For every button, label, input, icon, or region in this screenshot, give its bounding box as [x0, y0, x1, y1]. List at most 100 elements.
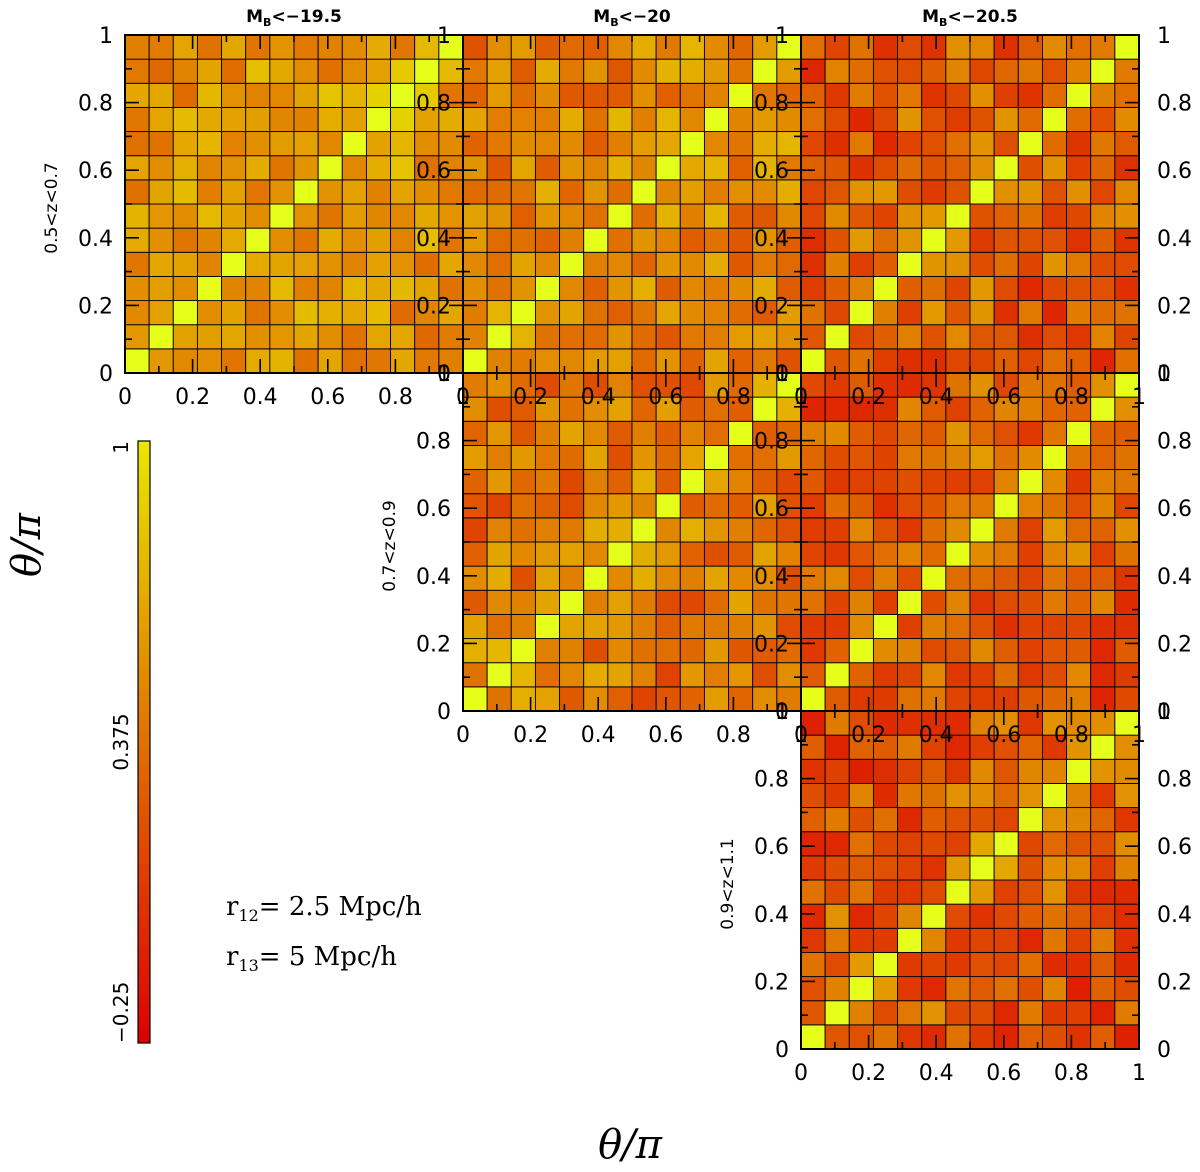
heatmap-cell: [824, 855, 850, 881]
heatmap-cell: [148, 275, 174, 302]
heatmap-cell: [1090, 638, 1116, 664]
heatmap-cell: [462, 82, 488, 108]
heatmap-cell: [631, 541, 657, 567]
heatmap-cell: [897, 638, 923, 664]
heatmap-cell: [196, 131, 223, 157]
heatmap-cell: [1090, 831, 1116, 857]
heatmap-cell: [365, 58, 392, 84]
heatmap-cell: [800, 203, 826, 229]
heatmap-cell: [221, 227, 247, 253]
heatmap-cell: [969, 58, 995, 84]
heatmap-cell: [776, 493, 802, 519]
heatmap-cell: [969, 82, 995, 108]
heatmap-cell: [1017, 831, 1043, 857]
heatmap-cell: [1017, 420, 1043, 446]
heatmap-cell: [390, 300, 416, 326]
heatmap-cell: [993, 58, 1019, 84]
heatmap-cell: [679, 227, 705, 253]
heatmap-cell: [824, 106, 850, 133]
heatmap-cell: [390, 203, 416, 229]
heatmap-cell: [172, 300, 198, 326]
heatmap-cell: [1066, 686, 1092, 712]
heatmap-cell: [921, 444, 947, 471]
heatmap-cell: [1041, 734, 1068, 760]
heatmap-cell: [486, 300, 512, 326]
heatmap-cell: [897, 131, 923, 157]
heatmap-cell: [800, 879, 826, 905]
heatmap-cell: [631, 638, 657, 664]
heatmap-cell: [655, 565, 681, 591]
heatmap-cell: [583, 131, 609, 157]
heatmap-cell: [993, 638, 1019, 664]
heatmap-cell: [945, 589, 971, 615]
heatmap-cell: [607, 589, 633, 615]
heatmap-cell: [607, 444, 633, 471]
heatmap-cell: [897, 951, 923, 978]
heatmap-cell: [1017, 34, 1043, 60]
heatmap-cell: [317, 155, 343, 181]
heatmap-cell: [824, 275, 850, 302]
heatmap-cell: [969, 613, 995, 640]
x-tick-label: 0: [794, 723, 808, 748]
heatmap-cell: [800, 565, 826, 591]
heatmap-cell: [776, 203, 802, 229]
heatmap-cell: [1090, 541, 1116, 567]
y-tick-label: 0.8: [78, 92, 113, 117]
heatmap-cell: [921, 541, 947, 567]
heatmap-cell: [921, 227, 947, 253]
heatmap-cell: [462, 155, 488, 181]
heatmap-cell: [776, 251, 802, 277]
heatmap-cell: [945, 275, 971, 302]
heatmap-cell: [824, 879, 850, 905]
heatmap-cell: [1114, 203, 1140, 229]
heatmap-cell: [607, 541, 633, 567]
heatmap-cell: [269, 179, 295, 205]
heatmap-cell: [510, 613, 536, 640]
heatmap-cell: [703, 324, 730, 350]
heatmap-cell: [824, 131, 850, 157]
heatmap-cell: [1017, 782, 1043, 809]
heatmap-cell: [945, 324, 971, 350]
heatmap-cell: [848, 34, 874, 60]
heatmap-cell: [824, 348, 850, 374]
heatmap-cell: [703, 662, 730, 688]
heatmap-cell: [534, 203, 561, 229]
heatmap-cell: [872, 976, 899, 1002]
heatmap-cell: [462, 662, 488, 688]
heatmap-cell: [1114, 565, 1140, 591]
heatmap-cell: [631, 203, 657, 229]
heatmap-cell: [800, 324, 826, 350]
heatmap-cell: [462, 324, 488, 350]
heatmap-cell: [438, 58, 464, 84]
heatmap-cell: [1066, 275, 1092, 302]
x-tick-label: 0.8: [1054, 723, 1089, 748]
heatmap-cell: [196, 324, 223, 350]
heatmap-cell: [510, 420, 536, 446]
heatmap-cell: [510, 469, 536, 495]
heatmap-cell: [438, 82, 464, 108]
heatmap-cell: [559, 34, 585, 60]
heatmap-cell: [1066, 589, 1092, 615]
heatmap-cell: [293, 58, 319, 84]
heatmap-cell: [800, 179, 826, 205]
heatmap-cell: [679, 203, 705, 229]
heatmap-cell: [221, 82, 247, 108]
heatmap-cell: [390, 179, 416, 205]
heatmap-cell: [462, 179, 488, 205]
heatmap-cell: [1090, 710, 1116, 736]
heatmap-cell: [969, 420, 995, 446]
heatmap-cell: [317, 300, 343, 326]
heatmap-cell: [679, 589, 705, 615]
y-tick-label-right: 0.4: [1157, 903, 1192, 928]
heatmap-cell: [510, 444, 536, 471]
heatmap-cell: [631, 58, 657, 84]
heatmap-cell: [534, 227, 561, 253]
heatmap-cell: [390, 227, 416, 253]
heatmap-cell: [945, 300, 971, 326]
heatmap-cell: [897, 903, 923, 929]
heatmap-cell: [993, 807, 1019, 833]
heatmap-cell: [1041, 686, 1068, 712]
heatmap-cell: [1066, 565, 1092, 591]
heatmap-cell: [993, 565, 1019, 591]
heatmap-cell: [945, 179, 971, 205]
